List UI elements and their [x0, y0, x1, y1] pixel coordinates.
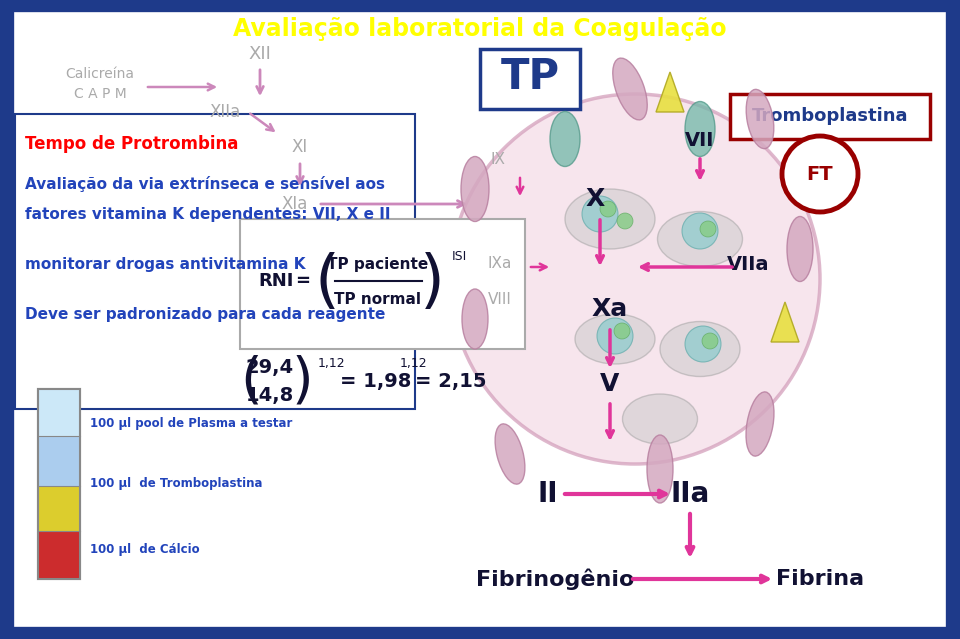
Text: =: =	[295, 272, 310, 290]
Text: 1,12: 1,12	[318, 357, 346, 369]
Circle shape	[700, 221, 716, 237]
Ellipse shape	[746, 392, 774, 456]
Text: TP paciente: TP paciente	[327, 256, 428, 272]
Text: VIIa: VIIa	[727, 254, 769, 273]
Text: ): )	[420, 252, 444, 314]
Circle shape	[614, 323, 630, 339]
Text: (: (	[240, 354, 262, 408]
Ellipse shape	[647, 435, 673, 503]
Text: XIIa: XIIa	[209, 103, 241, 121]
Text: 100 μl  de Tromboplastina: 100 μl de Tromboplastina	[90, 477, 262, 491]
Text: Avaliação laboratorial da Coagulação: Avaliação laboratorial da Coagulação	[233, 17, 727, 41]
Text: Calicreína
C A P M: Calicreína C A P M	[65, 67, 134, 101]
Text: 14,8: 14,8	[246, 385, 294, 404]
Text: VIII: VIII	[488, 291, 512, 307]
Circle shape	[600, 201, 616, 217]
Text: VII: VII	[685, 132, 714, 151]
Ellipse shape	[685, 102, 715, 157]
Text: Deve ser padronizado para cada reagente: Deve ser padronizado para cada reagente	[25, 307, 385, 321]
Text: XI: XI	[292, 138, 308, 156]
Text: Tromboplastina: Tromboplastina	[752, 107, 908, 125]
Text: 100 μl  de Cálcio: 100 μl de Cálcio	[90, 543, 200, 555]
Text: TP normal: TP normal	[334, 291, 421, 307]
Text: 100 μl pool de Plasma a testar: 100 μl pool de Plasma a testar	[90, 417, 293, 431]
Bar	[38, 389, 80, 579]
Text: IIa: IIa	[670, 480, 709, 508]
Text: (: (	[315, 252, 340, 314]
Bar	[38, 436, 80, 486]
Ellipse shape	[660, 321, 740, 376]
Circle shape	[617, 213, 633, 229]
Bar	[15, 114, 415, 409]
Polygon shape	[656, 72, 684, 112]
Text: 29,4: 29,4	[246, 357, 294, 376]
Circle shape	[685, 326, 721, 362]
Text: = 1,98: = 1,98	[340, 371, 412, 390]
Text: II: II	[538, 480, 559, 508]
Text: = 2,15: = 2,15	[415, 371, 487, 390]
Ellipse shape	[658, 212, 742, 266]
Text: TP: TP	[500, 56, 560, 98]
Ellipse shape	[462, 289, 488, 349]
Bar	[730, 94, 930, 139]
Bar	[480, 49, 580, 109]
Text: IXa: IXa	[488, 256, 513, 272]
Text: Fibrina: Fibrina	[776, 569, 864, 589]
Ellipse shape	[787, 217, 813, 282]
Text: FT: FT	[806, 164, 833, 183]
Text: RNI: RNI	[258, 272, 294, 290]
Circle shape	[582, 196, 618, 232]
Text: Avaliação da via extrínseca e sensível aos: Avaliação da via extrínseca e sensível a…	[25, 176, 385, 192]
Circle shape	[450, 94, 820, 464]
Text: X: X	[586, 187, 605, 211]
Ellipse shape	[495, 424, 525, 484]
Text: ISI: ISI	[452, 250, 468, 263]
Polygon shape	[771, 302, 799, 342]
Text: Xa: Xa	[592, 297, 628, 321]
Bar	[38, 389, 80, 579]
Ellipse shape	[565, 189, 655, 249]
Text: IX: IX	[491, 151, 506, 167]
Circle shape	[682, 213, 718, 249]
Ellipse shape	[612, 58, 647, 120]
Text: V: V	[600, 372, 620, 396]
Circle shape	[702, 333, 718, 349]
Ellipse shape	[746, 89, 774, 149]
Text: 1,12: 1,12	[400, 357, 427, 369]
Circle shape	[597, 318, 633, 354]
Text: Tempo de Protrombina: Tempo de Protrombina	[25, 135, 238, 153]
Text: ): )	[292, 354, 314, 408]
Ellipse shape	[461, 157, 489, 222]
Text: monitorar drogas antivitamina K: monitorar drogas antivitamina K	[25, 256, 305, 272]
Bar	[38, 389, 80, 436]
Text: Fibrinogênio: Fibrinogênio	[476, 568, 635, 590]
Circle shape	[782, 136, 858, 212]
Ellipse shape	[622, 394, 698, 444]
Bar	[38, 486, 80, 531]
Ellipse shape	[575, 314, 655, 364]
Text: fatores vitamina K dependentes: VII, X e II: fatores vitamina K dependentes: VII, X e…	[25, 206, 391, 222]
Bar	[240, 219, 525, 349]
Ellipse shape	[550, 111, 580, 167]
Text: XIa: XIa	[282, 195, 308, 213]
Bar	[38, 531, 80, 579]
Text: XII: XII	[249, 45, 272, 63]
